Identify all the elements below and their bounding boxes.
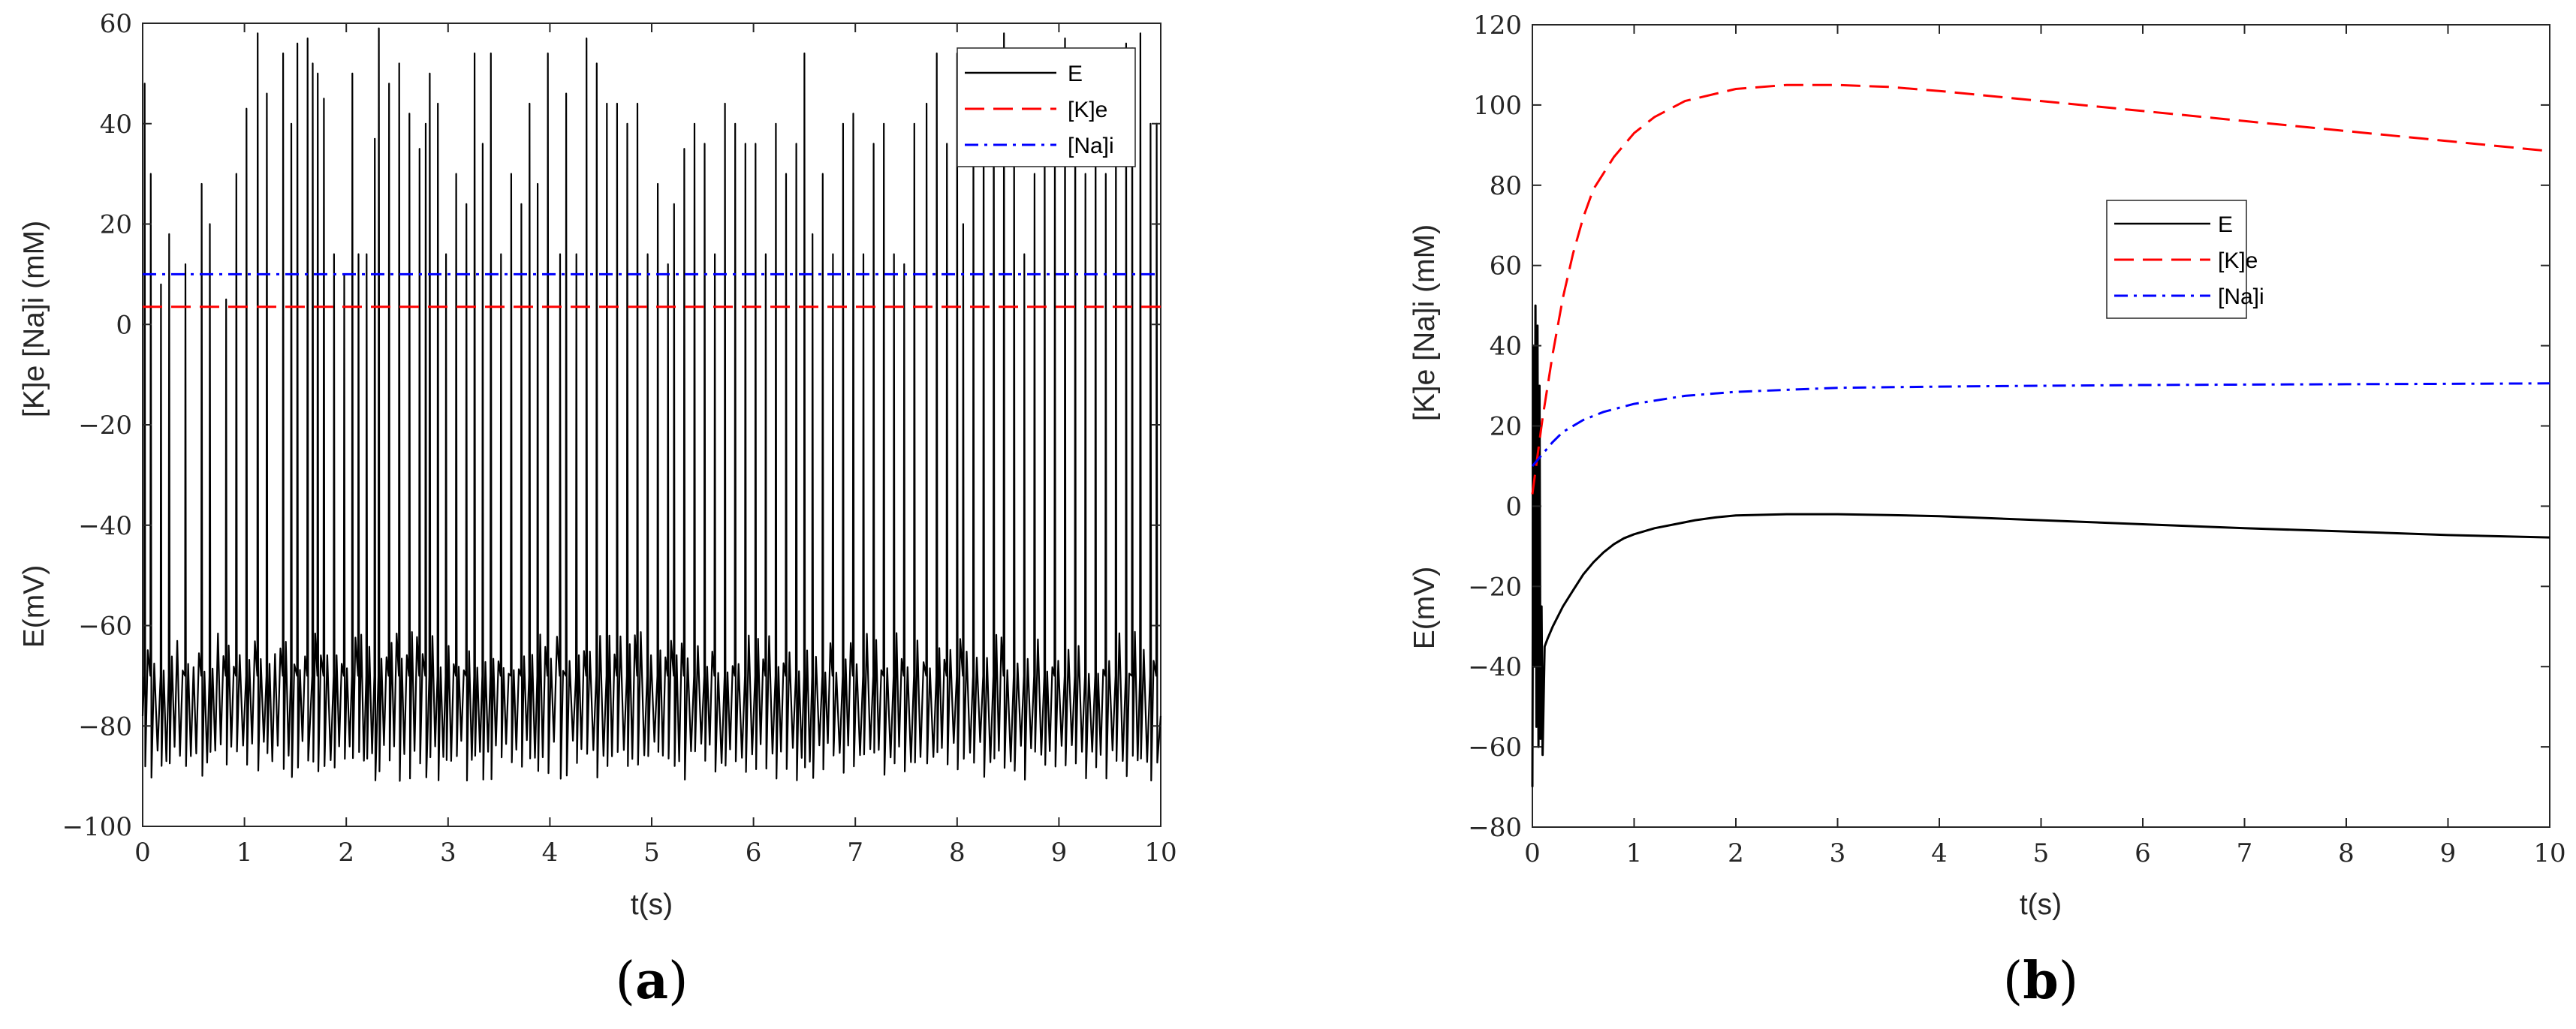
y-axis-label-top-b: [K]e [Na]i (mM) [1409,224,1441,421]
x-tick-label-a-4: 4 [542,838,559,868]
y-tick-label-b-9: 100 [1473,91,1522,121]
y-tick-label-a-2: −60 [78,612,132,642]
y-tick-label-a-4: −20 [78,411,132,441]
y-tick-label-b-5: 20 [1490,412,1522,442]
x-tick-label-b-8: 8 [2338,838,2355,868]
x-tick-label-b-6: 6 [2135,838,2151,868]
panel-label-b: (b) [2003,951,2079,1011]
x-tick-label-b-5: 5 [2033,838,2050,868]
y-tick-label-a-0: −100 [62,812,132,842]
panel-label-a: (a) [615,951,688,1011]
y-tick-label-a-5: 0 [116,310,132,340]
plot-area-b [1532,24,2550,828]
x-tick-label-a-9: 9 [1051,838,1068,868]
series-line-b-1 [1531,83,2550,495]
x-axis-label-b: t(s) [2020,889,2062,921]
x-tick-label-a-3: 3 [440,838,456,868]
chart-panel-b: 0 1 2 3 4 5 6 7 8 9 10−80−60−40−20020406080100120 … [1409,11,2566,1011]
x-tick-label-a-7: 7 [847,838,863,868]
y-tick-label-a-8: 60 [100,9,132,39]
x-tick-label-b-10: 10 [2533,838,2565,868]
x-tick-label-b-7: 7 [2237,838,2253,868]
legend-label-Na-a: [Na]i [1068,134,1114,158]
x-tick-label-a-0: 0 [134,838,151,868]
chart-panel-a: 0 1 2 3 4 5 6 7 8 9 10 −100 −80 −60 −40 −20 0 20 40 60 t(s)… [18,9,1177,1011]
x-tick-label-b-9: 9 [2440,838,2457,868]
y-tick-label-b-0: −80 [1468,813,1522,843]
x-tick-label-b-0: 0 [1524,838,1541,868]
x-tick-label-a-2: 2 [338,838,354,868]
y-tick-label-b-3: −20 [1468,572,1522,602]
y-tick-label-a-1: −80 [78,712,132,742]
y-tick-label-a-6: 20 [100,210,132,240]
x-tick-label-b-2: 2 [1728,838,1744,868]
y-tick-label-b-10: 120 [1473,11,1522,41]
y-tick-label-b-2: −40 [1468,652,1522,682]
y-axis-label-bottom-a: E(mV) [18,565,50,648]
y-tick-label-b-8: 80 [1490,171,1522,201]
y-axis-label-top-a: [K]e [Na]i (mM) [18,221,50,417]
x-tick-label-a-6: 6 [746,838,762,868]
y-tick-label-a-3: −40 [78,511,132,541]
series-line-a-0 [141,27,1162,782]
legend-label-K-a: [K]e [1068,98,1107,122]
y-tick-label-a-7: 40 [100,110,132,140]
x-tick-label-a-1: 1 [237,838,253,868]
x-tick-label-b-3: 3 [1830,838,1846,868]
y-tick-label-b-7: 60 [1490,251,1522,281]
x-tick-label-b-4: 4 [1931,838,1948,868]
legend-box-a [957,47,1136,167]
y-axis-label-bottom-b: E(mV) [1409,567,1441,650]
legend-label-E-a: E [1068,62,1083,86]
legend-label-K-b: [K]e [2218,248,2258,273]
x-tick-label-a-8: 8 [949,838,966,868]
x-tick-label-a-10: 10 [1144,838,1177,868]
series-line-b-2 [1531,382,2550,467]
y-tick-label-b-1: −60 [1468,733,1522,763]
y-tick-label-b-6: 40 [1490,332,1522,362]
legend-b: E [K]e [Na]i [2106,200,2264,319]
legend-label-E-b: E [2218,212,2233,237]
legend-a: E [K]e [Na]i [957,47,1136,167]
legend-label-Na-b: [Na]i [2218,284,2264,309]
x-tick-label-b-1: 1 [1626,838,1643,868]
x-axis-label-a: t(s) [631,889,673,921]
x-tick-label-a-5: 5 [643,838,660,868]
y-tick-label-b-4: 0 [1505,492,1522,522]
